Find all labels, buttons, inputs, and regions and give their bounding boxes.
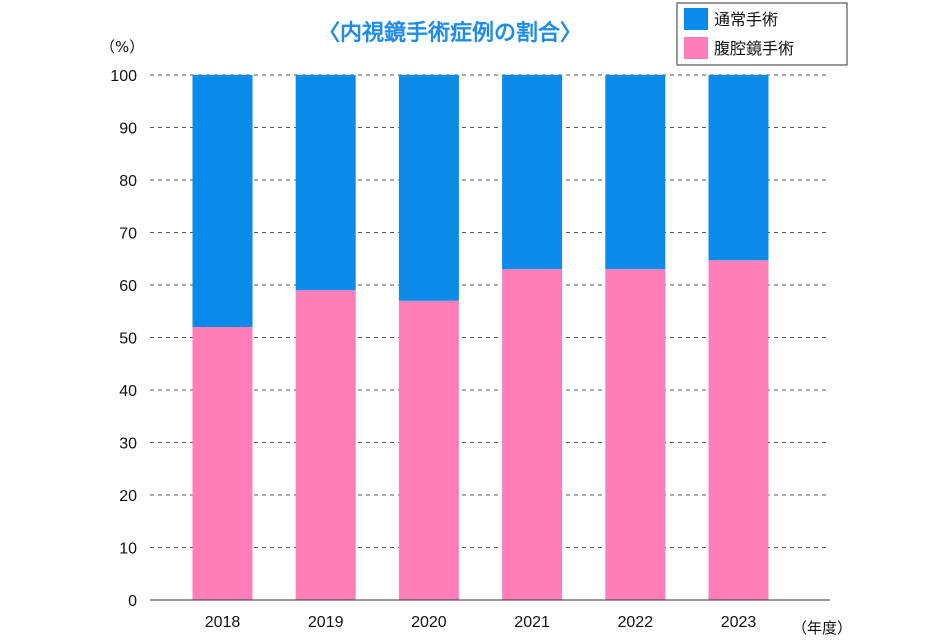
y-tick-label: 70 <box>119 226 137 243</box>
x-tick-label: 2018 <box>205 614 241 631</box>
bar-2020-laparoscopic <box>398 300 459 600</box>
y-tick-label: 80 <box>119 173 137 190</box>
bar-2021-normal <box>502 75 563 270</box>
bar-2022-normal <box>605 75 666 270</box>
bars <box>192 75 769 600</box>
gridlines <box>150 74 830 548</box>
legend-swatch-normal-surgery <box>684 8 708 30</box>
x-tick-label: 2020 <box>411 614 447 631</box>
bar-2018-laparoscopic <box>192 327 253 600</box>
y-tick-label: 100 <box>110 68 137 85</box>
legend-label-normal-surgery: 通常手術 <box>714 10 778 29</box>
y-tick-label: 30 <box>119 436 137 453</box>
x-axis-ticks: 2018 2019 2020 2021 2022 2023 <box>205 614 757 631</box>
bar-2022-laparoscopic <box>605 269 666 600</box>
bar-2023-laparoscopic <box>708 260 769 600</box>
legend-swatch-laparoscopic-surgery <box>684 37 708 59</box>
bar-2021-laparoscopic <box>502 269 563 600</box>
y-tick-label: 50 <box>119 331 137 348</box>
y-tick-label: 10 <box>119 541 137 558</box>
chart-title: 〈内視鏡手術症例の割合〉 <box>318 20 582 46</box>
legend-label-laparoscopic-surgery: 腹腔鏡手術 <box>714 39 794 58</box>
x-axis-unit-label: （年度） <box>792 619 852 637</box>
x-tick-label: 2019 <box>308 614 344 631</box>
bar-2019-normal <box>295 75 356 291</box>
bar-2018-normal <box>192 75 253 327</box>
y-tick-label: 90 <box>119 121 137 138</box>
x-tick-label: 2023 <box>721 614 757 631</box>
bar-2019-laparoscopic <box>295 290 356 600</box>
x-tick-label: 2021 <box>514 614 550 631</box>
legend: 通常手術 腹腔鏡手術 <box>676 2 848 66</box>
y-tick-label: 40 <box>119 383 137 400</box>
x-tick-label: 2022 <box>618 614 654 631</box>
bar-2020-normal <box>398 75 459 301</box>
y-axis-unit-label: （%） <box>100 38 144 56</box>
y-tick-label: 60 <box>119 278 137 295</box>
bar-2023-normal <box>708 75 769 261</box>
y-tick-label: 20 <box>119 488 137 505</box>
y-tick-label: 0 <box>128 593 137 610</box>
y-axis-ticks: 0 10 20 30 40 50 60 70 80 90 100 <box>110 68 137 610</box>
